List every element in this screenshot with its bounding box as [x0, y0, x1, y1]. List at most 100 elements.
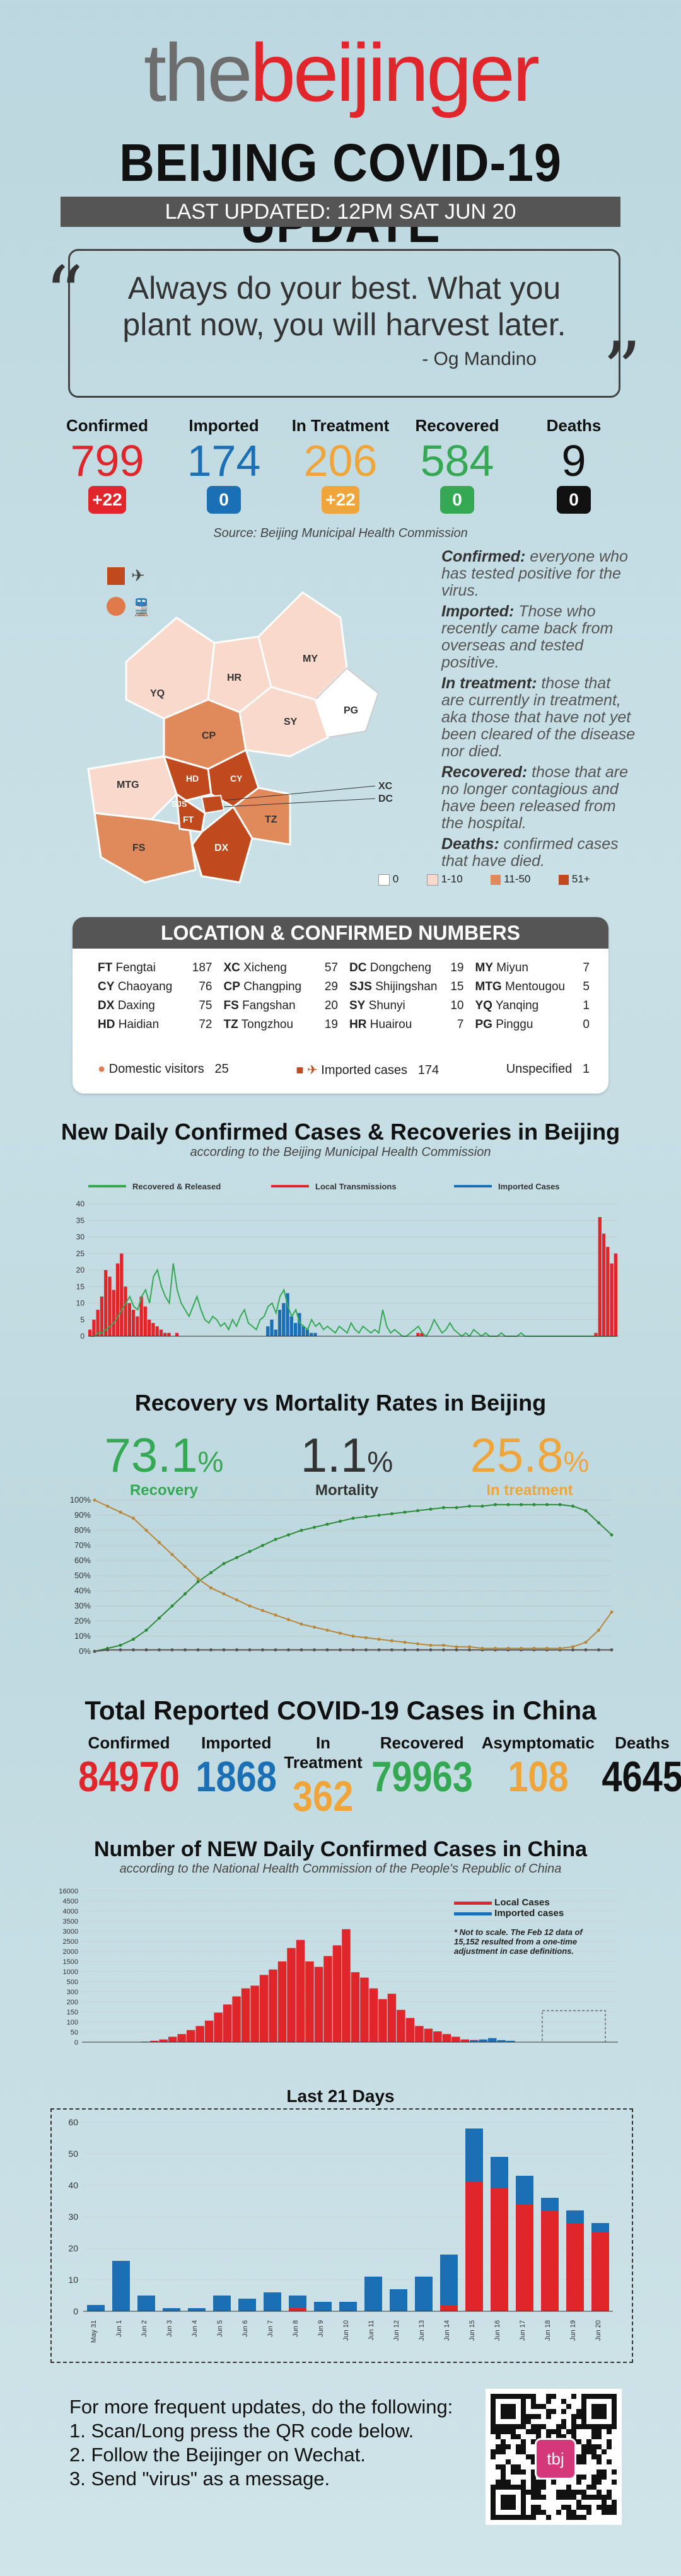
point-recovery: [196, 1580, 200, 1584]
point-recovery: [390, 1512, 393, 1516]
point-mortality: [248, 1648, 252, 1652]
total-value: 1868: [195, 1753, 277, 1801]
point-mortality: [106, 1648, 109, 1652]
y-tick-label: 4500: [63, 1898, 78, 1905]
point-mortality: [351, 1648, 355, 1652]
qr-module: [551, 2394, 556, 2399]
bar-imported: [277, 1310, 282, 1336]
bar-local: [175, 1332, 179, 1336]
qr-module: [591, 2429, 597, 2434]
point-in-treatment: [248, 1604, 252, 1608]
map-label: XC: [378, 781, 393, 792]
map-region-fs: [93, 812, 197, 884]
bar-local: [168, 2036, 177, 2042]
qr-module: [526, 2419, 531, 2424]
qr-module: [597, 2429, 602, 2434]
point-recovery: [571, 1505, 574, 1508]
point-mortality: [416, 1648, 419, 1652]
bar-local: [610, 1263, 614, 1336]
legend-label: 0: [392, 873, 399, 885]
qr-module: [607, 2510, 612, 2515]
qr-module: [561, 2434, 566, 2439]
qr-module: [536, 2485, 541, 2490]
qr-module: [496, 2449, 501, 2454]
bar-imported: [188, 2308, 206, 2311]
bar-local: [143, 1306, 148, 1336]
qr-module: [536, 2505, 541, 2510]
district-count: 76: [199, 980, 212, 993]
district-code: XC: [223, 961, 240, 974]
y-tick-label: 70%: [74, 1540, 91, 1550]
qr-module: [566, 2429, 571, 2434]
y-tick-label: 0: [73, 2306, 78, 2316]
qr-module: [556, 2429, 561, 2434]
train-icon: 🚆: [131, 598, 151, 616]
district-name: Shijingshan: [375, 980, 438, 993]
bar-local: [108, 1276, 112, 1336]
bar-imported: [238, 2299, 256, 2311]
x-tick-label: Jun 5: [216, 2320, 224, 2337]
qr-module: [576, 2515, 581, 2520]
qr-module: [566, 2495, 571, 2500]
point-recovery: [364, 1515, 368, 1518]
qr-module: [531, 2485, 536, 2490]
qr-module: [501, 2439, 506, 2444]
map-label: DC: [378, 794, 393, 804]
qr-module: [531, 2404, 536, 2409]
qr-module: [571, 2515, 576, 2520]
x-tick-label: Jun 12: [393, 2320, 400, 2341]
qr-module: [591, 2485, 597, 2490]
bar-imported: [289, 1316, 293, 1336]
y-tick-label: 60%: [74, 1556, 91, 1565]
qr-module: [491, 2429, 496, 2434]
imported-count: 174: [417, 1063, 439, 1077]
point-mortality: [132, 1648, 135, 1652]
point-recovery: [313, 1525, 316, 1529]
district-count: 7: [457, 1018, 464, 1031]
map-label: FS: [132, 843, 146, 853]
location-table: LOCATION & CONFIRMED NUMBERS FT Fengtai 1…: [73, 917, 608, 1094]
qr-module: [516, 2434, 521, 2439]
district-code: YQ: [475, 999, 492, 1012]
qr-module: [561, 2424, 566, 2429]
qr-module: [556, 2495, 561, 2500]
qr-module: [531, 2459, 536, 2464]
qr-module: [566, 2515, 571, 2520]
point-in-treatment: [532, 1646, 536, 1650]
wechat-qr-code[interactable]: tbj: [486, 2389, 622, 2525]
point-recovery: [506, 1503, 510, 1506]
qr-module: [591, 2454, 597, 2459]
qr-finder: [591, 2404, 607, 2419]
point-recovery: [558, 1503, 562, 1506]
point-mortality: [261, 1648, 264, 1652]
legend-label: 51+: [571, 873, 590, 885]
point-mortality: [364, 1648, 368, 1652]
bar-local: [167, 1332, 171, 1336]
qr-module: [536, 2434, 541, 2439]
map-label: HD: [186, 773, 199, 783]
qr-module: [536, 2495, 541, 2500]
stat-change-badge: +22: [88, 486, 126, 514]
district-count: 57: [324, 961, 338, 974]
qr-module: [602, 2469, 607, 2475]
district-name: Fangshan: [242, 999, 296, 1012]
bar-imported: [112, 2261, 130, 2311]
qr-module: [597, 2444, 602, 2449]
legend-label: Recovered & Released: [132, 1182, 221, 1191]
bar-local: [186, 2030, 195, 2042]
point-in-treatment: [222, 1592, 226, 1596]
qr-module: [536, 2404, 541, 2409]
rate-mortality: 1.1% Mortality: [259, 1431, 435, 1499]
point-recovery: [584, 1509, 588, 1513]
qr-module: [521, 2444, 526, 2449]
stat-change-badge: 0: [207, 486, 241, 514]
bar-local: [420, 1332, 424, 1336]
qr-module: [546, 2409, 551, 2414]
bar-local: [177, 2034, 186, 2042]
qr-module: [526, 2429, 531, 2434]
beijing-stats: Confirmed 799 +22 Imported 174 0 In Trea…: [50, 416, 631, 523]
district-name: Pinggu: [496, 1018, 533, 1031]
legend-label: 1-10: [441, 873, 463, 885]
qr-module: [561, 2399, 566, 2404]
qr-module: [602, 2505, 607, 2510]
